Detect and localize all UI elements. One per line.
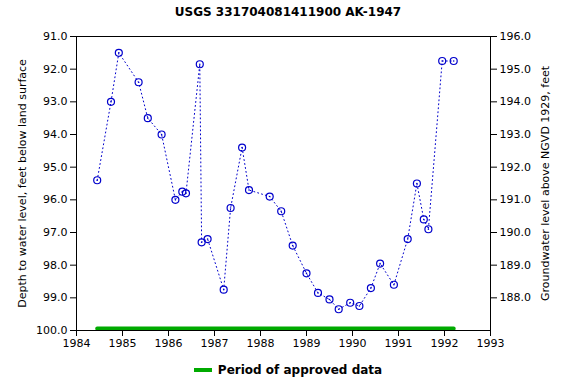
svg-text:188.0: 188.0 bbox=[500, 291, 532, 304]
svg-text:1986: 1986 bbox=[155, 337, 183, 350]
svg-text:1990: 1990 bbox=[339, 337, 367, 350]
svg-text:1993: 1993 bbox=[477, 337, 505, 350]
svg-text:194.0: 194.0 bbox=[500, 95, 532, 108]
svg-text:91.0: 91.0 bbox=[43, 30, 68, 43]
svg-text:192.0: 192.0 bbox=[500, 161, 532, 174]
svg-text:196.0: 196.0 bbox=[500, 30, 532, 43]
svg-text:94.0: 94.0 bbox=[43, 128, 68, 141]
svg-text:1992: 1992 bbox=[431, 337, 459, 350]
svg-text:Depth to water level, feet bel: Depth to water level, feet below land su… bbox=[16, 59, 29, 308]
svg-text:1987: 1987 bbox=[201, 337, 229, 350]
svg-text:92.0: 92.0 bbox=[43, 63, 68, 76]
svg-text:100.0: 100.0 bbox=[36, 324, 68, 337]
svg-text:1985: 1985 bbox=[109, 337, 137, 350]
html-text:USGS 331704081411900 AK-1947: USGS 331704081411900 AK-1947 bbox=[174, 5, 402, 19]
svg-text:1988: 1988 bbox=[247, 337, 275, 350]
svg-text:1989: 1989 bbox=[293, 337, 321, 350]
svg-text:99.0: 99.0 bbox=[43, 291, 68, 304]
svg-text:191.0: 191.0 bbox=[500, 193, 532, 206]
svg-text:Groundwater level above NGVD 1: Groundwater level above NGVD 1929, feet bbox=[539, 65, 552, 301]
svg-text:1984: 1984 bbox=[63, 337, 91, 350]
svg-text:97.0: 97.0 bbox=[43, 226, 68, 239]
svg-text:96.0: 96.0 bbox=[43, 193, 68, 206]
svg-text:93.0: 93.0 bbox=[43, 95, 68, 108]
svg-text:195.0: 195.0 bbox=[500, 63, 532, 76]
html-text:Period of approved data: Period of approved data bbox=[217, 363, 383, 377]
svg-text:189.0: 189.0 bbox=[500, 259, 532, 272]
svg-text:190.0: 190.0 bbox=[500, 226, 532, 239]
svg-text:95.0: 95.0 bbox=[43, 161, 68, 174]
svg-text:193.0: 193.0 bbox=[500, 128, 532, 141]
svg-text:1991: 1991 bbox=[385, 337, 413, 350]
svg-text:98.0: 98.0 bbox=[43, 259, 68, 272]
